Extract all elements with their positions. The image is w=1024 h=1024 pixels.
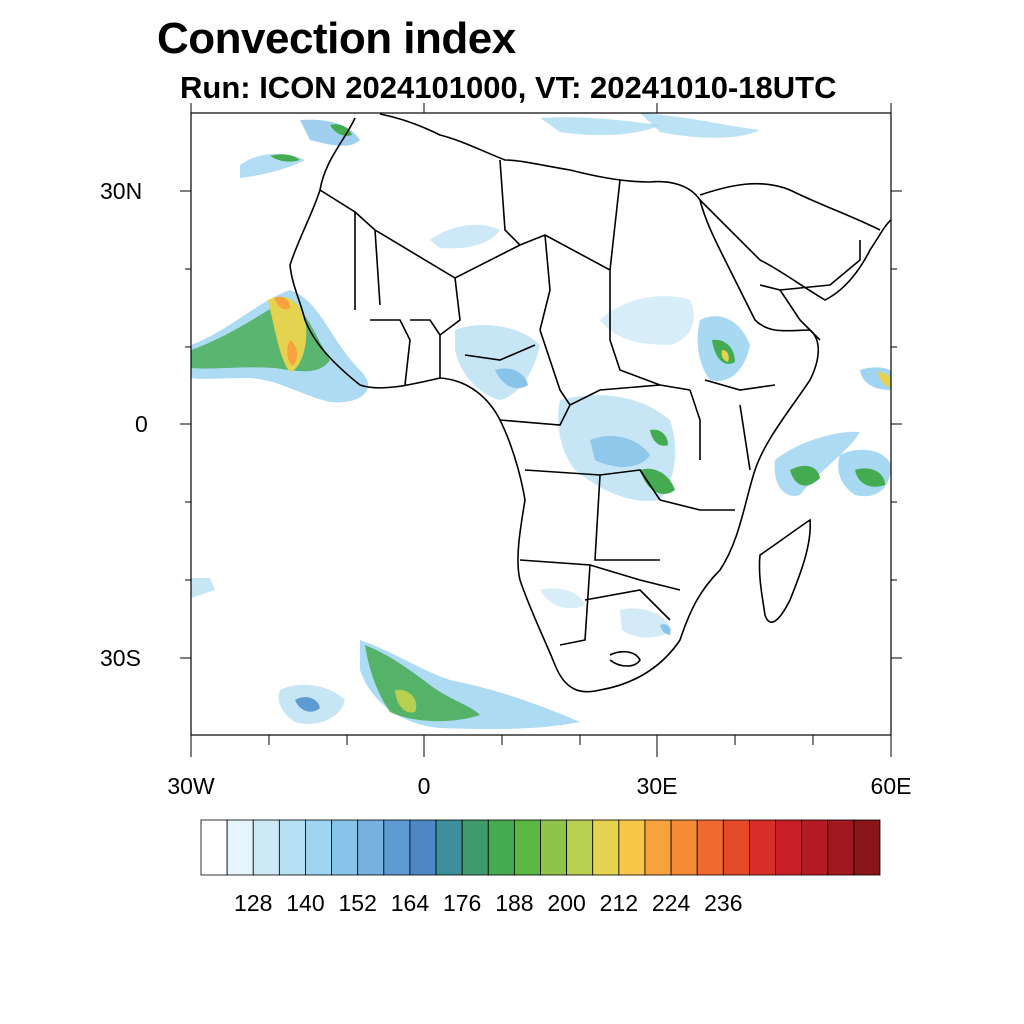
colorbar-label: 140 bbox=[286, 890, 325, 916]
colorbar-swatch bbox=[226, 819, 254, 876]
lat-label-30s: 30S bbox=[100, 645, 141, 671]
colorbar-swatch bbox=[696, 819, 724, 876]
colorbar-swatch bbox=[331, 819, 359, 876]
colorbar-swatch bbox=[357, 819, 385, 876]
lon-label-30w: 30W bbox=[167, 773, 215, 799]
colorbar-swatch bbox=[435, 819, 463, 876]
colorbar-swatch bbox=[670, 819, 698, 876]
colorbar-swatch bbox=[566, 819, 594, 876]
colorbar-swatch bbox=[827, 819, 855, 876]
colorbar-swatch bbox=[801, 819, 829, 876]
colorbar-label: 224 bbox=[651, 890, 691, 916]
colorbar-label: 212 bbox=[599, 890, 639, 916]
colorbar-swatch bbox=[252, 819, 280, 876]
colorbar-swatch bbox=[409, 819, 437, 876]
colorbar-label: 176 bbox=[442, 890, 482, 916]
colorbar-label: 188 bbox=[495, 890, 534, 916]
colorbar-swatch bbox=[853, 819, 881, 876]
map-title: Convection index bbox=[157, 14, 516, 63]
colorbar-swatch bbox=[618, 819, 646, 876]
colorbar-label: 200 bbox=[547, 890, 586, 916]
colorbar bbox=[200, 819, 881, 876]
axis-ticks bbox=[180, 103, 902, 757]
colorbar-swatch bbox=[278, 819, 306, 876]
lat-label-0: 0 bbox=[135, 411, 148, 437]
lon-label-30e: 30E bbox=[636, 773, 678, 799]
colorbar-label: 152 bbox=[338, 890, 377, 916]
colorbar-label: 128 bbox=[234, 890, 273, 916]
colorbar-swatch bbox=[461, 819, 489, 876]
run-subtitle: Run: ICON 2024101000, VT: 20241010-18UTC bbox=[180, 70, 837, 105]
colorbar-swatch bbox=[487, 819, 515, 876]
coastlines-borders bbox=[289, 113, 891, 693]
lon-label-60e: 60E bbox=[870, 773, 912, 799]
lon-label-0: 0 bbox=[417, 773, 431, 799]
convection-field bbox=[191, 113, 891, 730]
colorbar-swatch bbox=[775, 819, 803, 876]
colorbar-swatch bbox=[305, 819, 332, 876]
colorbar-swatch bbox=[513, 819, 541, 876]
colorbar-swatch bbox=[592, 819, 620, 876]
colorbar-swatch bbox=[749, 819, 776, 876]
colorbar-label: 236 bbox=[704, 890, 743, 916]
colorbar-swatch bbox=[540, 819, 568, 876]
colorbar-swatch bbox=[722, 819, 750, 876]
colorbar-swatch bbox=[200, 819, 228, 876]
colorbar-label: 164 bbox=[390, 890, 430, 916]
colorbar-swatch bbox=[644, 819, 672, 876]
lat-label-30n: 30N bbox=[100, 178, 143, 204]
colorbar-swatch bbox=[383, 819, 411, 876]
